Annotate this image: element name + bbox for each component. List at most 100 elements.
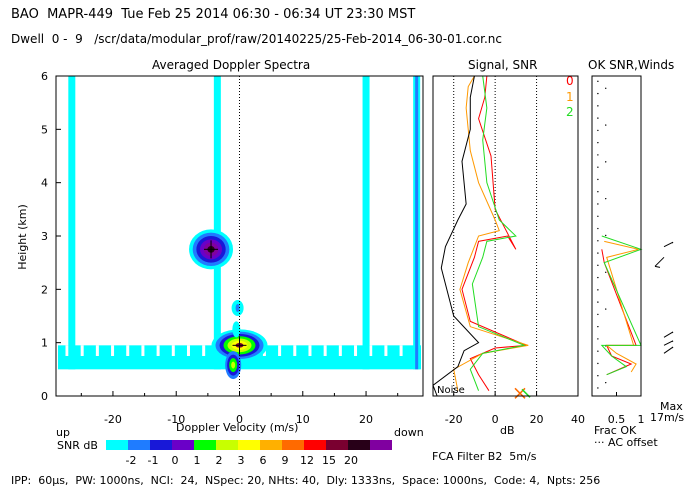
wind-barb-head-2: [671, 346, 674, 349]
colorbar-swatch: [172, 440, 194, 450]
ok-dot: [597, 215, 599, 217]
colorbar-swatch: [128, 440, 150, 450]
legend-dwell-1: 1: [566, 90, 574, 104]
colorbar-swatch: [260, 440, 282, 450]
snr-x-tick-label: 20: [530, 413, 544, 426]
x-tick-label: 20: [359, 413, 373, 426]
ok-dot: [597, 166, 599, 168]
colorbar-swatch: [282, 440, 304, 450]
ok-dot: [597, 80, 599, 83]
band-gap: [111, 345, 115, 356]
snr-x-tick-label: 0: [492, 413, 499, 426]
colorbar-label: -2: [126, 454, 137, 467]
ac-offset-label: ··· AC offset: [594, 436, 658, 449]
colorbar: -2 -1 0 1 2 3 6 9 12 15 20: [106, 440, 392, 467]
colorbar-swatch: [238, 440, 260, 450]
wind-barb-0: [654, 256, 665, 267]
snr-panel: -20 0 20 40: [432, 75, 585, 426]
ok-dot: [597, 375, 599, 377]
ok-dot: [597, 325, 599, 328]
wind-barb-head-1: [671, 241, 674, 244]
snr-db-label: SNR dB: [57, 439, 98, 452]
legend-dwell-2: 2: [566, 105, 574, 119]
ok-dot-2: [605, 234, 607, 237]
ok-dot: [597, 387, 599, 389]
ac-offset-text: AC offset: [608, 436, 658, 449]
ok-dot-2: [605, 381, 607, 384]
ok-dot-2: [605, 271, 607, 273]
band-gap: [293, 345, 297, 356]
ok-dot: [597, 362, 599, 365]
ok-dot: [597, 129, 599, 132]
colorbar-swatch: [304, 440, 326, 450]
ok-dot: [597, 313, 599, 316]
ok-dot: [597, 289, 599, 291]
y-tick-label: 4: [41, 177, 48, 190]
colorbar-label: 2: [216, 454, 223, 467]
column-2: [362, 76, 370, 370]
ok-x-tick-label: 1: [638, 413, 645, 426]
ok-dot: [597, 191, 599, 193]
band-gap: [202, 345, 206, 356]
band-gap: [141, 345, 145, 356]
band-gap: [186, 345, 190, 356]
band-gap: [308, 345, 312, 356]
colorbar-label: 3: [238, 454, 245, 467]
header-line-2: Dwell 0 - 9 /scr/data/modular_prof/raw/2…: [11, 32, 502, 46]
wind-barb-4: [663, 331, 674, 338]
band-gap: [323, 345, 327, 356]
colorbar-label: 6: [260, 454, 267, 467]
colorbar-swatch: [216, 440, 238, 450]
band-gap: [80, 345, 84, 356]
y-tick-label: 2: [41, 283, 48, 296]
ok-dot: [597, 154, 599, 156]
ok-dot: [597, 252, 599, 254]
ok-dot: [597, 276, 599, 279]
band-gap: [95, 345, 99, 356]
colorbar-label: 0: [172, 454, 179, 467]
ok-dot: [597, 227, 599, 230]
ok-dot: [597, 105, 599, 107]
colorbar-label: 20: [344, 454, 358, 467]
noise-label: Noise: [437, 385, 465, 396]
ok-dot: [597, 141, 599, 144]
ok-series-2: [600, 235, 643, 376]
colorbar-swatch: [348, 440, 370, 450]
band-gap: [278, 345, 282, 356]
echo-mid-blob-2: [232, 321, 241, 338]
snr-series-noise: [432, 75, 480, 397]
max-value: 17m/s: [650, 411, 685, 424]
ok-dot: [597, 203, 599, 205]
x-tick-label: -20: [104, 413, 122, 426]
band-gap: [126, 345, 130, 356]
column-0: [68, 76, 76, 370]
snr-title: Signal, SNR: [468, 58, 538, 72]
colorbar-label: 9: [282, 454, 289, 467]
ok-frame: [591, 75, 642, 397]
x-tick-label: 10: [296, 413, 310, 426]
header-line-1: BAO MAPR-449 Tue Feb 25 2014 06:30 - 06:…: [11, 7, 416, 22]
colorbar-swatch: [326, 440, 348, 450]
colorbar-label: 1: [194, 454, 201, 467]
ok-dot: [597, 117, 599, 119]
colorbar-swatch: [150, 440, 172, 450]
snr-series-2: [469, 75, 526, 391]
fca-filter-label: FCA Filter B2 5m/s: [432, 450, 537, 463]
y-tick-label: 3: [41, 230, 48, 243]
ok-dot: [597, 92, 599, 95]
echo-mid-core: [235, 304, 240, 312]
echo-tail-level-3: [231, 361, 236, 369]
snr-x-tick-label: -20: [445, 413, 463, 426]
band-gap: [369, 345, 373, 356]
ok-dot-2: [605, 124, 607, 126]
colorbar-swatch: [370, 440, 392, 450]
y-tick-label: 5: [41, 123, 48, 136]
band-gap: [171, 345, 175, 356]
wind-barb-head-0: [654, 265, 661, 268]
y-tick-label: 1: [41, 337, 48, 350]
x-tick-label: -10: [167, 413, 185, 426]
down-label: down: [394, 426, 424, 439]
column-1: [213, 76, 221, 370]
ok-dot-2: [605, 308, 607, 310]
y-tick-label: 0: [41, 390, 48, 403]
